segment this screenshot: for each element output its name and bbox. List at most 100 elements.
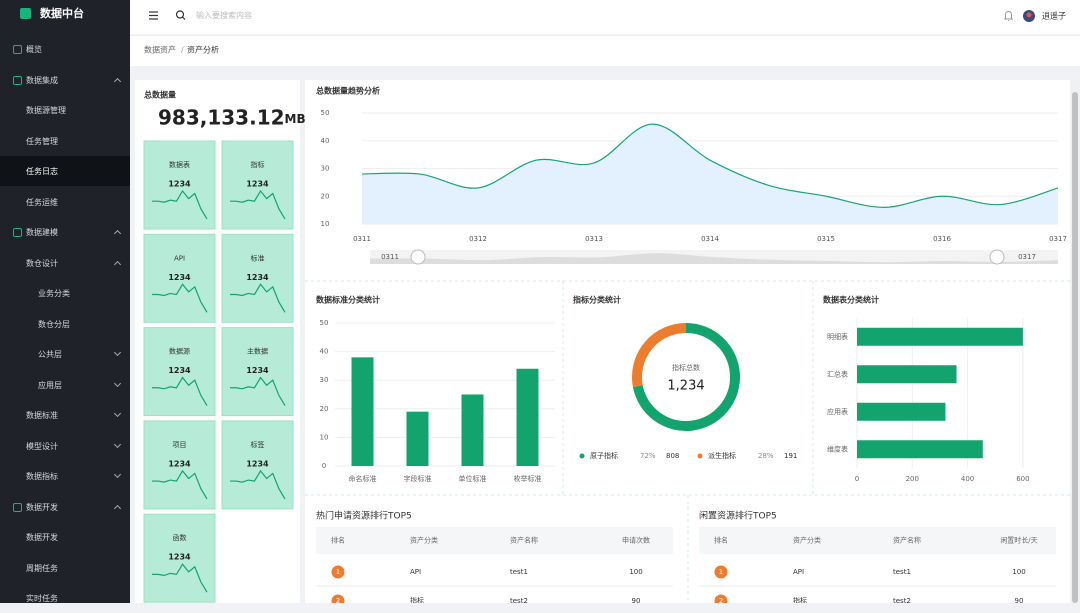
y-tick-label: 10 — [320, 433, 329, 441]
menu-item[interactable]: 模型设计 — [0, 431, 130, 461]
menu-label: 数据建模 — [26, 228, 58, 237]
menu-item[interactable]: 数据建模 — [0, 217, 130, 247]
stat-card-value: 1234 — [168, 180, 191, 189]
menu-item[interactable]: 公共层 — [0, 339, 130, 369]
menu-label: 任务运维 — [26, 197, 58, 207]
menu-item[interactable]: 应用层 — [0, 370, 130, 400]
stat-card-name: 项目 — [173, 441, 187, 449]
menu-item[interactable]: 数据标准 — [0, 400, 130, 430]
legend-percent: 28% — [758, 452, 774, 460]
stat-card[interactable] — [221, 327, 294, 417]
table-header-cell: 资产分类 — [793, 536, 821, 545]
menu-item[interactable]: 数据集成 — [0, 65, 130, 95]
menu-item[interactable]: 周期任务 — [0, 553, 130, 583]
table-title: 闲置资源排行TOP5 — [699, 510, 777, 522]
stat-card-name: 数据源 — [169, 347, 190, 356]
menu-item[interactable]: 任务运维 — [0, 187, 130, 217]
x-tick-label: 0317 — [1049, 235, 1067, 243]
stat-card-name: 指标 — [251, 160, 265, 169]
y-tick-label: 30 — [320, 376, 329, 384]
search-icon[interactable] — [175, 10, 186, 20]
table-cell: API — [793, 568, 804, 576]
stat-card-name: 主数据 — [247, 347, 268, 356]
menu-arrow — [113, 77, 122, 85]
menu-item[interactable]: 业务分类 — [0, 278, 130, 308]
rank-number: 1 — [719, 568, 723, 576]
rank-number: 1 — [336, 568, 340, 576]
menu-item[interactable]: 数仓分层 — [0, 309, 130, 339]
bar — [857, 365, 957, 384]
table-header-cell: 闲置时长/天 — [1000, 536, 1037, 545]
menu-item[interactable]: 数据源管理 — [0, 95, 130, 125]
bar — [857, 440, 983, 459]
menu-label: 周期任务 — [26, 563, 58, 573]
menu-label: 业务分类 — [38, 289, 70, 298]
x-tick-label: 命名标准 — [349, 474, 377, 483]
x-tick-label: 字段标准 — [404, 474, 432, 483]
scrollbar-thumb[interactable] — [1072, 92, 1078, 603]
stat-card[interactable] — [143, 327, 216, 417]
table-cell: 90 — [1015, 597, 1024, 603]
y-tick-label: 明细表 — [827, 332, 848, 341]
x-tick-label: 0312 — [469, 235, 487, 243]
sparkline — [230, 189, 286, 220]
table-header-cell: 资产名称 — [893, 536, 921, 545]
y-tick-label: 应用表 — [827, 407, 848, 416]
sidebar: 数据中台 概览 数据集成 数据源管理 任务管理 任务日志 任务运维 数据建模 数仓设计 业务分类数… — [0, 0, 130, 603]
slider-handle[interactable] — [989, 249, 1005, 265]
menu-item[interactable]: 数据开发 — [0, 492, 130, 522]
stat-card-value: 1234 — [246, 180, 269, 189]
menu-label: 数据指标 — [26, 472, 58, 481]
bar — [406, 411, 429, 466]
menu-item[interactable]: 概览 — [0, 34, 130, 64]
rank-badge — [714, 594, 728, 603]
legend-percent: 72% — [640, 452, 656, 460]
table-cell: test2 — [510, 597, 528, 603]
table-title: 热门申请资源排行TOP5 — [316, 510, 412, 522]
menu-item[interactable]: 实时任务 — [0, 583, 130, 613]
stat-card[interactable] — [143, 140, 216, 230]
stat-card[interactable] — [221, 420, 294, 510]
sparkline — [152, 189, 208, 220]
menu-icon — [13, 502, 22, 512]
menu-item[interactable]: 数据指标 — [0, 461, 130, 491]
slider-label: 0317 — [1018, 253, 1036, 261]
table-header-cell: 排名 — [331, 536, 345, 545]
stat-card[interactable] — [143, 513, 216, 603]
y-tick-label: 20 — [320, 405, 329, 413]
stat-card[interactable] — [143, 233, 216, 323]
area-fill — [362, 124, 1058, 224]
menu-label: 应用层 — [38, 380, 62, 390]
menu-item[interactable]: 任务日志 — [0, 156, 130, 186]
menu-icon — [13, 45, 22, 54]
y-tick-label: 40 — [321, 137, 330, 145]
bell-icon[interactable] — [1004, 11, 1013, 21]
stat-card[interactable] — [221, 233, 294, 323]
menu-label: 任务日志 — [26, 167, 58, 176]
chart-title: 数据表分类统计 — [823, 295, 879, 305]
menu-item[interactable]: 数据开发 — [0, 522, 130, 552]
table-cell: test1 — [893, 568, 911, 576]
search-placeholder: 输入要搜索内容 — [196, 10, 252, 20]
x-tick-label: 0311 — [353, 235, 371, 243]
stat-card-name: API — [174, 254, 185, 262]
x-tick-label: 单位标准 — [459, 474, 487, 483]
menu-item[interactable]: 数仓设计 — [0, 248, 130, 278]
breadcrumb-item: 数据资产 — [144, 45, 176, 55]
donut-segment — [632, 323, 740, 431]
x-tick-label: 0313 — [585, 235, 603, 243]
menu-label: 任务管理 — [26, 136, 58, 146]
sparkline — [152, 283, 208, 313]
slider-handle[interactable] — [410, 249, 426, 265]
menu-item[interactable]: 任务管理 — [0, 126, 130, 156]
stat-card[interactable] — [221, 140, 294, 230]
stat-card[interactable] — [143, 420, 216, 510]
menu-icon[interactable] — [149, 11, 158, 20]
menu-label: 数据源管理 — [26, 106, 66, 115]
menu-label: 数据标准 — [26, 411, 58, 420]
sparkline — [230, 283, 286, 313]
donut-segment — [632, 323, 687, 388]
y-tick-label: 汇总表 — [827, 369, 848, 378]
breadcrumb-bar — [130, 36, 1080, 66]
